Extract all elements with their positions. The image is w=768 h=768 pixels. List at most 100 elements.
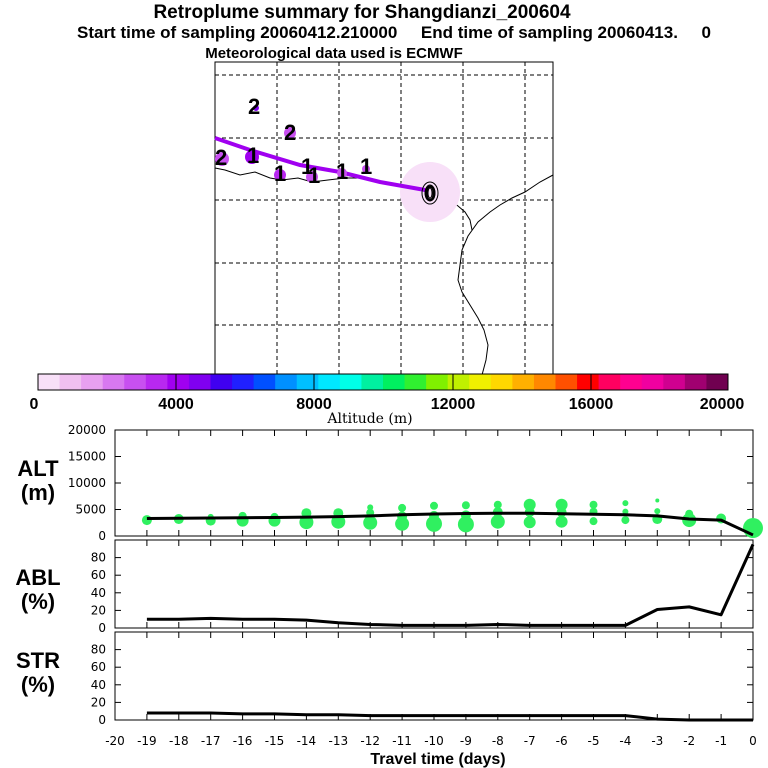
- colorbar-cell: [318, 374, 341, 390]
- colorbar-tick-label: 0: [30, 396, 39, 413]
- y-tick-label: 5000: [75, 503, 106, 517]
- colorbar-cell: [512, 374, 535, 390]
- colorbar-cell: [684, 374, 707, 390]
- alt-panel-unit: (m): [21, 480, 55, 505]
- centroid-dot: [215, 152, 229, 166]
- centroid-dot: [253, 105, 259, 111]
- altitude-dot: [743, 518, 763, 539]
- colorbar-cell: [577, 374, 600, 390]
- altitude-dot: [457, 516, 474, 533]
- day-label: 1: [308, 163, 320, 188]
- colorbar-cell: [404, 374, 427, 390]
- altitude-dot: [363, 515, 378, 530]
- altitude-dot: [589, 517, 598, 526]
- plume-centroid-dots: [215, 105, 370, 183]
- day-label: 2: [215, 145, 227, 170]
- colorbar-tick-label: 4000: [158, 396, 194, 413]
- x-tick-label: -6: [556, 734, 568, 748]
- day-label: 1: [247, 143, 259, 168]
- altitude-dot: [622, 508, 629, 515]
- series-line-alt: [146, 511, 754, 537]
- str-panel-label: STR: [16, 648, 60, 673]
- x-tick-label: -7: [524, 734, 536, 748]
- altitude-dot: [589, 500, 598, 509]
- y-tick-label: 15000: [68, 450, 106, 464]
- altitude-dot: [429, 510, 439, 521]
- colorbar-cell: [188, 374, 211, 390]
- colorbar-cell: [145, 374, 168, 390]
- colorbar-title: Altitude (m): [326, 411, 412, 427]
- altitude-dot: [685, 509, 694, 518]
- y-tick-label: 60: [91, 568, 106, 582]
- colorbar-cell: [426, 374, 449, 390]
- met-data-note: Meteorological data used is ECMWF: [205, 45, 463, 62]
- altitude-dot: [461, 501, 470, 510]
- map-day-labels: 2 2 2 1 1 1 1 1 1 0: [215, 94, 436, 206]
- colorbar-cell: [232, 374, 255, 390]
- map-graticule: [215, 62, 553, 375]
- y-tick-label: 80: [91, 643, 106, 657]
- colorbar-cell: [620, 374, 643, 390]
- altitude-dot: [395, 516, 410, 531]
- colorbar-tick-label: 8000: [296, 396, 332, 413]
- day-label: 2: [284, 120, 296, 145]
- altitude-dot: [426, 515, 442, 532]
- colorbar-cell: [81, 374, 104, 390]
- colorbar-cell: [124, 374, 147, 390]
- centroid-dot: [284, 127, 296, 139]
- colorbar-tick-label: 12000: [431, 396, 476, 413]
- day-label: 2: [248, 94, 260, 119]
- source-region-halo: [400, 162, 460, 222]
- colorbar-cell: [339, 374, 362, 390]
- colorbar-cell: [663, 374, 686, 390]
- colorbar-cell: [490, 374, 513, 390]
- abl-panel-label: ABL: [15, 565, 60, 590]
- plot-title: Retroplume summary for Shangdianzi_20060…: [153, 2, 571, 23]
- centroid-dot: [274, 169, 286, 181]
- y-tick-label: 80: [91, 551, 106, 565]
- y-tick-label: 0: [98, 529, 106, 543]
- colorbar-frame: [37, 373, 729, 391]
- x-tick-label: -18: [169, 734, 189, 748]
- y-tick-label: 20: [91, 695, 106, 709]
- colorbar-tick-label: 16000: [569, 396, 614, 413]
- y-tick-label: 0: [98, 621, 106, 635]
- centroid-dot: [362, 165, 370, 173]
- alt-panel-label: ALT: [17, 456, 59, 481]
- time-series-panels: ALT (m) ABL (%) STR (%) 0 5000 10000 15000 2…: [15, 423, 763, 768]
- abl-panel-frame: [114, 539, 754, 629]
- str-panel-unit: (%): [21, 672, 55, 697]
- y-tick-label: 60: [91, 660, 106, 674]
- colorbar-cell: [555, 374, 578, 390]
- colorbar-cell: [275, 374, 298, 390]
- y-tick-label: 20000: [68, 423, 106, 437]
- colorbar-cell: [296, 374, 319, 390]
- x-tick-label: -9: [460, 734, 472, 748]
- altitude-dot: [621, 516, 630, 525]
- altitude-dot: [430, 501, 438, 510]
- map-frame: [214, 61, 554, 376]
- centroid-dot: [306, 171, 318, 183]
- day-label: 1: [336, 159, 348, 184]
- x-tick-label: -11: [392, 734, 412, 748]
- altitude-dot: [655, 498, 660, 503]
- colorbar-cell: [641, 374, 664, 390]
- altitude-dot: [367, 504, 374, 511]
- x-tick-label: -17: [201, 734, 221, 748]
- x-tick-label: -15: [265, 734, 285, 748]
- x-tick-label: -12: [360, 734, 380, 748]
- x-tick-label: -16: [233, 734, 253, 748]
- colorbar-tick-label: 20000: [700, 396, 745, 413]
- day-label: 0: [424, 181, 436, 206]
- day-label: 1: [301, 154, 313, 179]
- colorbar-cell: [59, 374, 82, 390]
- x-tick-label: -1: [715, 734, 727, 748]
- altitude-dot: [141, 515, 152, 526]
- source-marker-zero: [421, 181, 439, 205]
- y-tick-label: 10000: [68, 476, 106, 490]
- colorbar-cell: [469, 374, 492, 390]
- x-tick-label: -2: [683, 734, 695, 748]
- trajectory-map: 2 2 2 1 1 1 1 1 1 0: [214, 61, 554, 376]
- altitude-dot: [493, 500, 502, 509]
- x-tick-label: -19: [137, 734, 157, 748]
